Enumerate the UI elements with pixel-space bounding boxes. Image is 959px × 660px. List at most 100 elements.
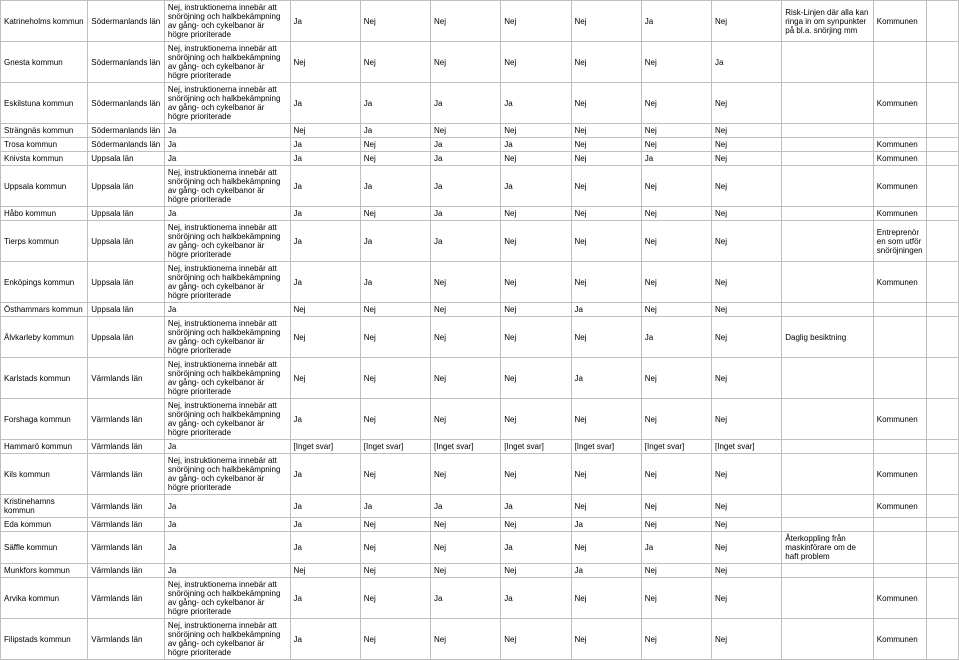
cell-lan: Värmlands län <box>88 358 165 399</box>
cell-c7: Nej <box>571 138 641 152</box>
cell-c7: Nej <box>571 399 641 440</box>
cell-c11 <box>873 42 926 83</box>
cell-c11: Kommunen <box>873 1 926 42</box>
cell-kommun: Knivsta kommun <box>1 152 88 166</box>
cell-kommun: Strängnäs kommun <box>1 124 88 138</box>
cell-c11: Entreprenören som utför snöröjningen <box>873 221 926 262</box>
cell-c8: Nej <box>641 83 711 124</box>
cell-c5: Ja <box>431 207 501 221</box>
cell-c9: Nej <box>712 83 782 124</box>
cell-c6: Nej <box>501 42 571 83</box>
cell-c10 <box>782 303 874 317</box>
cell-c2: Ja <box>164 518 290 532</box>
cell-lan: Värmlands län <box>88 454 165 495</box>
cell-c9: Ja <box>712 42 782 83</box>
cell-c5: Nej <box>431 518 501 532</box>
cell-lan: Södermanlands län <box>88 138 165 152</box>
cell-c6: [Inget svar] <box>501 440 571 454</box>
table-row: Enköpings kommunUppsala länNej, instrukt… <box>1 262 959 303</box>
cell-c5: Nej <box>431 262 501 303</box>
cell-c2: Nej, instruktionerna innebär att snöröjn… <box>164 358 290 399</box>
cell-c5: Ja <box>431 578 501 619</box>
cell-c9: Nej <box>712 495 782 518</box>
table-row: Östhammars kommunUppsala länJaNejNejNejN… <box>1 303 959 317</box>
cell-kommun: Kils kommun <box>1 454 88 495</box>
cell-c9: Nej <box>712 221 782 262</box>
cell-c5: Ja <box>431 495 501 518</box>
cell-c4: Ja <box>360 495 430 518</box>
cell-c3: Nej <box>290 317 360 358</box>
cell-c8: Nej <box>641 518 711 532</box>
cell-c2: Nej, instruktionerna innebär att snöröjn… <box>164 1 290 42</box>
table-row: Hammarö kommunVärmlands länJa[Inget svar… <box>1 440 959 454</box>
cell-c8: Ja <box>641 532 711 564</box>
cell-c6: Nej <box>501 152 571 166</box>
cell-c6: Nej <box>501 358 571 399</box>
table-row: Tierps kommunUppsala länNej, instruktion… <box>1 221 959 262</box>
cell-c3: Ja <box>290 619 360 660</box>
cell-c4: Ja <box>360 221 430 262</box>
cell-c12 <box>927 619 959 660</box>
cell-c10 <box>782 262 874 303</box>
cell-c11 <box>873 358 926 399</box>
cell-lan: Värmlands län <box>88 399 165 440</box>
cell-c11: Kommunen <box>873 83 926 124</box>
cell-c9: Nej <box>712 518 782 532</box>
cell-kommun: Gnesta kommun <box>1 42 88 83</box>
cell-lan: Uppsala län <box>88 166 165 207</box>
cell-c7: Nej <box>571 262 641 303</box>
cell-lan: Södermanlands län <box>88 42 165 83</box>
cell-c12 <box>927 358 959 399</box>
cell-lan: Värmlands län <box>88 619 165 660</box>
cell-c8: Nej <box>641 124 711 138</box>
cell-kommun: Munkfors kommun <box>1 564 88 578</box>
cell-kommun: Eda kommun <box>1 518 88 532</box>
cell-c2: Nej, instruktionerna innebär att snöröjn… <box>164 578 290 619</box>
cell-c10 <box>782 564 874 578</box>
cell-c4: Ja <box>360 124 430 138</box>
table-row: Katrineholms kommunSödermanlands länNej,… <box>1 1 959 42</box>
cell-c3: Ja <box>290 152 360 166</box>
cell-lan: Uppsala län <box>88 221 165 262</box>
cell-c7: Ja <box>571 518 641 532</box>
table-row: Filipstads kommunVärmlands länNej, instr… <box>1 619 959 660</box>
cell-c8: Ja <box>641 317 711 358</box>
cell-c7: Nej <box>571 454 641 495</box>
cell-c2: Nej, instruktionerna innebär att snöröjn… <box>164 454 290 495</box>
cell-c11: Kommunen <box>873 262 926 303</box>
cell-c2: Ja <box>164 152 290 166</box>
cell-lan: Södermanlands län <box>88 1 165 42</box>
cell-c6: Nej <box>501 619 571 660</box>
cell-c11: Kommunen <box>873 138 926 152</box>
cell-c8: Nej <box>641 221 711 262</box>
cell-c7: Ja <box>571 303 641 317</box>
table-row: Gnesta kommunSödermanlands länNej, instr… <box>1 42 959 83</box>
cell-c7: Nej <box>571 124 641 138</box>
cell-c4: Nej <box>360 399 430 440</box>
cell-c12 <box>927 317 959 358</box>
table-row: Karlstads kommunVärmlands länNej, instru… <box>1 358 959 399</box>
cell-c7: [Inget svar] <box>571 440 641 454</box>
cell-lan: Södermanlands län <box>88 83 165 124</box>
cell-c3: Ja <box>290 138 360 152</box>
cell-kommun: Eskilstuna kommun <box>1 83 88 124</box>
cell-c9: Nej <box>712 564 782 578</box>
cell-c4: Nej <box>360 454 430 495</box>
cell-c12 <box>927 1 959 42</box>
cell-c6: Nej <box>501 454 571 495</box>
cell-c5: Nej <box>431 532 501 564</box>
cell-c12 <box>927 152 959 166</box>
cell-c5: Ja <box>431 166 501 207</box>
cell-lan: Uppsala län <box>88 303 165 317</box>
cell-c11 <box>873 440 926 454</box>
cell-c10: Återkoppling från maskinförare om de haf… <box>782 532 874 564</box>
cell-c4: [Inget svar] <box>360 440 430 454</box>
cell-c12 <box>927 564 959 578</box>
cell-c5: Nej <box>431 399 501 440</box>
table-row: Strängnäs kommunSödermanlands länJaNejJa… <box>1 124 959 138</box>
cell-c2: Nej, instruktionerna innebär att snöröjn… <box>164 166 290 207</box>
cell-c11: Kommunen <box>873 207 926 221</box>
cell-c4: Nej <box>360 138 430 152</box>
cell-c11: Kommunen <box>873 166 926 207</box>
cell-c4: Nej <box>360 152 430 166</box>
